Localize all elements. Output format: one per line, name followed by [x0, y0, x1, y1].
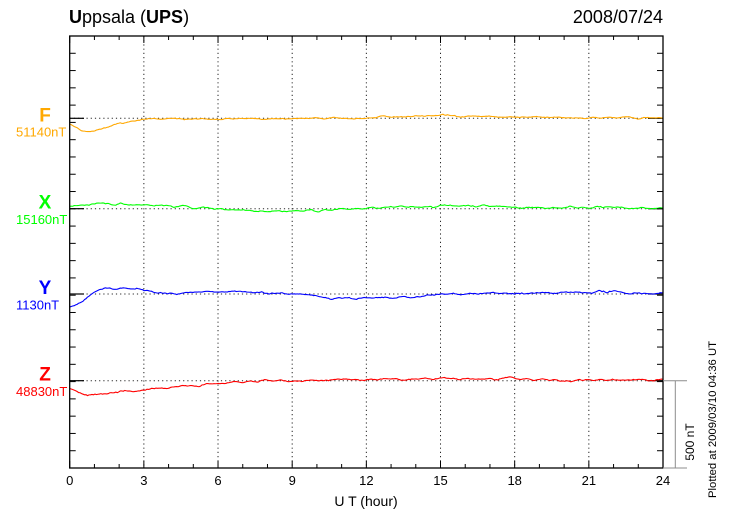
svg-text:48830nT: 48830nT — [16, 384, 67, 399]
svg-text:X: X — [39, 193, 52, 214]
svg-text:6: 6 — [214, 473, 221, 488]
svg-text:1130nT: 1130nT — [16, 297, 59, 312]
svg-text:15160nT: 15160nT — [16, 212, 67, 227]
svg-text:Z: Z — [39, 365, 51, 386]
svg-text:18: 18 — [507, 473, 521, 488]
svg-text:0: 0 — [66, 473, 73, 488]
svg-text:9: 9 — [289, 473, 296, 488]
svg-text:Y: Y — [39, 278, 52, 299]
svg-text:3: 3 — [140, 473, 147, 488]
svg-text:51140nT: 51140nT — [16, 125, 66, 140]
svg-text:12: 12 — [359, 473, 373, 488]
svg-text:Uppsala (UPS): Uppsala (UPS) — [69, 7, 189, 27]
svg-text:2008/07/24: 2008/07/24 — [573, 7, 663, 27]
svg-text:U T (hour): U T (hour) — [334, 493, 397, 509]
svg-text:F: F — [39, 105, 51, 126]
svg-text:15: 15 — [433, 473, 447, 488]
svg-text:21: 21 — [582, 473, 596, 488]
svg-text:500 nT: 500 nT — [683, 423, 697, 461]
svg-text:Plotted at 2009/03/10 04:36 UT: Plotted at 2009/03/10 04:36 UT — [707, 341, 719, 498]
svg-text:24: 24 — [656, 473, 670, 488]
